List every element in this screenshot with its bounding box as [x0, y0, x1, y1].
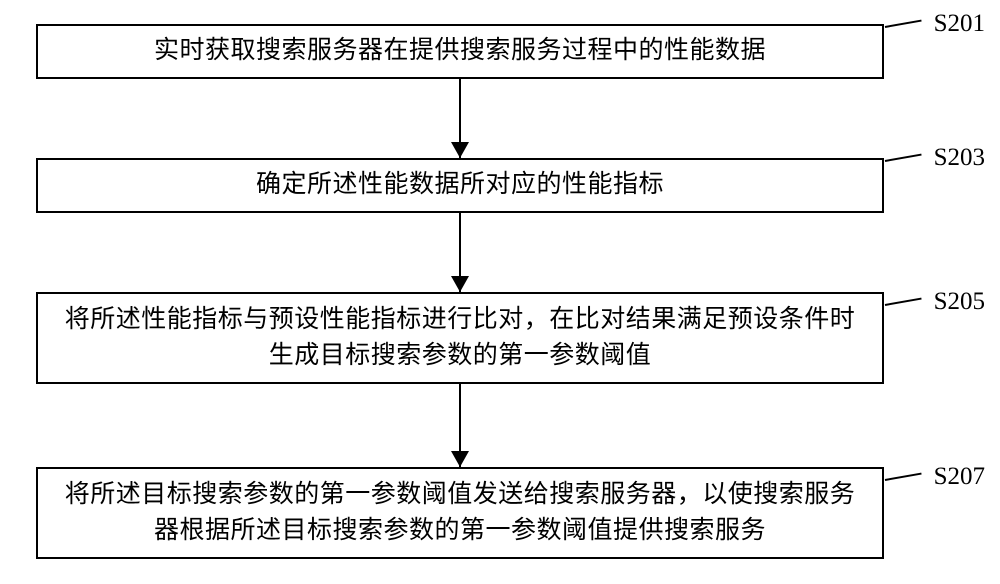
step-text-3: 将所述性能指标与预设性能指标进行比对，在比对结果满足预设条件时生成目标搜索参数的… [58, 302, 862, 375]
step-text-4: 将所述目标搜索参数的第一参数阈值发送给搜索服务器，以使搜索服务器根据所述目标搜索… [58, 477, 862, 550]
step-label-2: S203 [934, 144, 985, 172]
step-label-1: S201 [934, 10, 985, 38]
step-row-4: 将所述目标搜索参数的第一参数阈值发送给搜索服务器，以使搜索服务器根据所述目标搜索… [0, 467, 1000, 559]
step-row-2: 确定所述性能数据所对应的性能指标 [0, 158, 1000, 213]
arrow-2 [459, 213, 461, 292]
arrow-head-2 [451, 276, 469, 292]
step-label-3: S205 [934, 288, 985, 316]
step-text-2: 确定所述性能数据所对应的性能指标 [256, 167, 664, 203]
arrow-1 [459, 79, 461, 158]
step-box-4: 将所述目标搜索参数的第一参数阈值发送给搜索服务器，以使搜索服务器根据所述目标搜索… [36, 467, 884, 559]
arrow-3 [459, 384, 461, 467]
step-row-1: 实时获取搜索服务器在提供搜索服务过程中的性能数据 [0, 24, 1000, 79]
step-label-4: S207 [934, 463, 985, 491]
arrow-head-3 [451, 451, 469, 467]
step-text-1: 实时获取搜索服务器在提供搜索服务过程中的性能数据 [154, 33, 766, 69]
step-box-2: 确定所述性能数据所对应的性能指标 [36, 158, 884, 213]
arrow-head-1 [451, 142, 469, 158]
step-row-3: 将所述性能指标与预设性能指标进行比对，在比对结果满足预设条件时生成目标搜索参数的… [0, 292, 1000, 384]
step-box-3: 将所述性能指标与预设性能指标进行比对，在比对结果满足预设条件时生成目标搜索参数的… [36, 292, 884, 384]
step-box-1: 实时获取搜索服务器在提供搜索服务过程中的性能数据 [36, 24, 884, 79]
